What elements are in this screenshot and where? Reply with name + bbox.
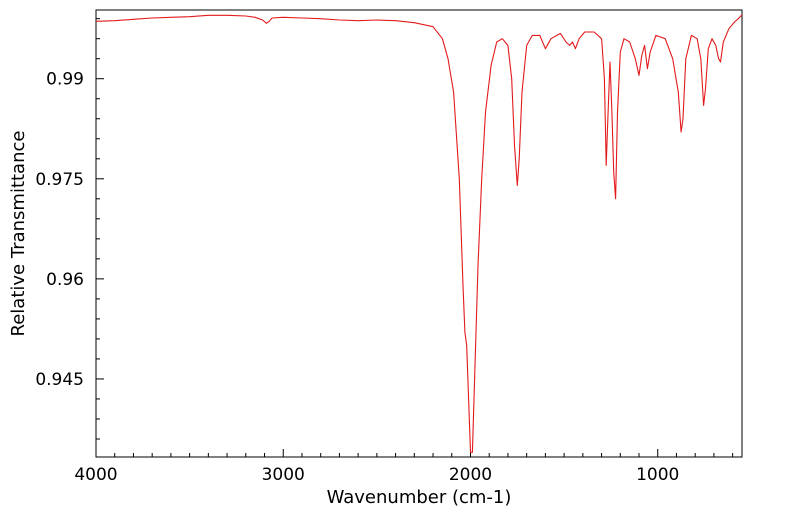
y-axis-title: Relative Transmittance [8,131,29,337]
x-axis: 4000 3000 2000 1000 [74,449,734,485]
y-tick-label: 0.975 [35,170,84,190]
y-tick-label: 0.99 [46,70,84,90]
series-layer [95,14,743,453]
plot-border [95,9,743,458]
y-axis: 0.99 0.975 0.96 0.945 [35,18,104,440]
x-tick-label: 2000 [449,465,492,485]
series-line-spectrum [95,14,743,453]
plot-frame [95,9,743,458]
y-tick-label: 0.96 [46,270,84,290]
x-tick-label: 4000 [74,465,117,485]
x-tick-label: 3000 [262,465,305,485]
y-tick-label: 0.945 [35,370,84,390]
x-tick-label: 1000 [636,465,679,485]
x-axis-title: Wavenumber (cm-1) [327,487,512,508]
